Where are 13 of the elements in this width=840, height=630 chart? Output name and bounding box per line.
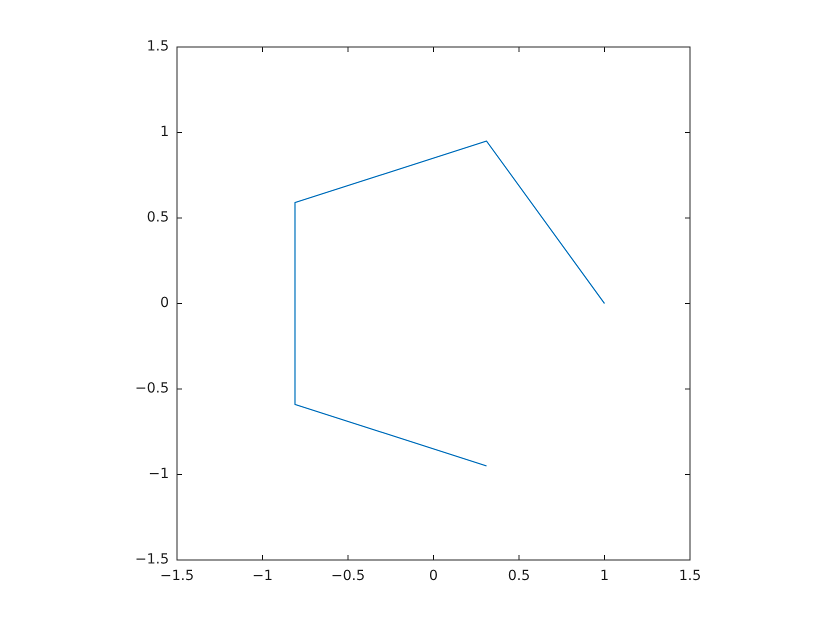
x-tick-label: −1 <box>252 568 273 584</box>
y-tick-label: −1.5 <box>135 552 169 568</box>
x-tick-label: 0 <box>429 568 438 584</box>
y-tick-label: 0.5 <box>146 210 169 226</box>
x-tick-label: −0.5 <box>331 568 365 584</box>
y-tick-label: −0.5 <box>135 380 169 397</box>
x-tick-label: 1.5 <box>678 568 702 584</box>
y-tick-label: 1.5 <box>146 38 169 55</box>
x-tick-label: 1 <box>600 568 609 584</box>
x-tick-label: 0.5 <box>508 568 530 584</box>
y-tick-label: 0 <box>160 295 169 312</box>
y-tick-label: 1 <box>160 124 169 140</box>
y-tick-label: −1 <box>148 466 169 482</box>
